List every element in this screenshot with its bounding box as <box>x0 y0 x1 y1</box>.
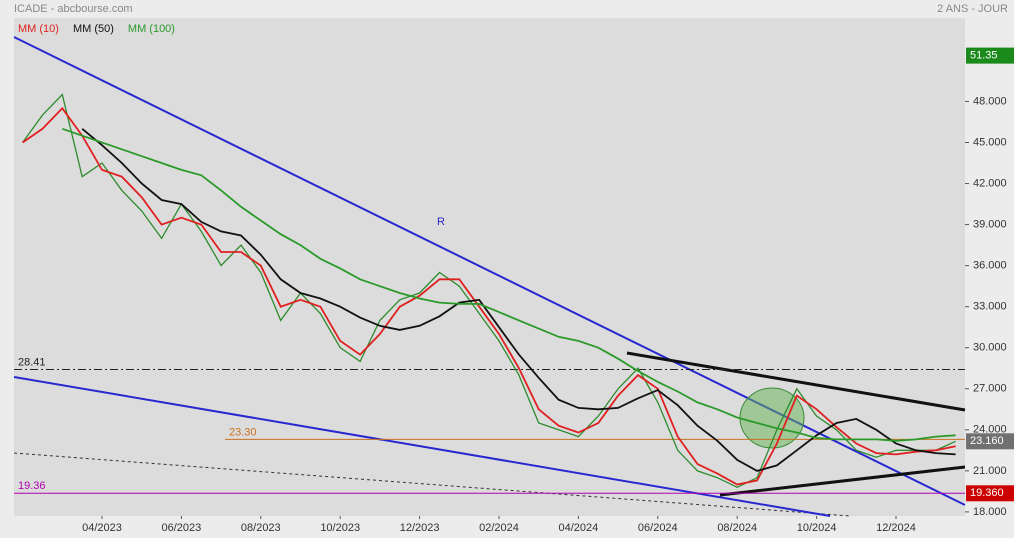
y-tick-label: 45.000 <box>973 136 1007 148</box>
x-tick-label: 06/2023 <box>162 522 202 534</box>
x-tick-label: 12/2024 <box>876 522 916 534</box>
y-tick-label: 24.000 <box>973 424 1007 436</box>
y-tick-label: 39.000 <box>973 218 1007 230</box>
price-label-box <box>966 47 1014 64</box>
trend-line <box>626 351 966 412</box>
annotation: R <box>437 216 445 228</box>
trend-line <box>13 36 966 506</box>
y-tick-label: 36.000 <box>973 260 1007 272</box>
chart-subtitle: 2 ANS - JOUR <box>937 3 1008 15</box>
y-tick-label: 18.000 <box>973 506 1007 518</box>
y-tick-label: 27.000 <box>973 383 1007 395</box>
horizontal-line-label: 19.36 <box>18 480 46 492</box>
price-label: 23.160 <box>970 435 1004 447</box>
legend-entry: MM (100) <box>128 23 175 35</box>
trend-line <box>13 452 851 517</box>
moving-average-line <box>81 128 956 472</box>
horizontal-line-label: 23.30 <box>229 426 257 438</box>
price-label: 19.360 <box>970 487 1004 499</box>
y-tick-label: 33.000 <box>973 301 1007 313</box>
legend-entry: MM (10) <box>18 23 59 35</box>
y-tick-label: 30.000 <box>973 342 1007 354</box>
x-tick-label: 04/2024 <box>559 522 599 534</box>
price-label: 51.35 <box>970 50 998 62</box>
price-line <box>22 93 956 489</box>
x-tick-label: 12/2023 <box>400 522 440 534</box>
chart-title: ICADE - abcbourse.com <box>14 3 133 15</box>
moving-average-line <box>62 127 956 442</box>
trend-line <box>719 465 966 497</box>
y-tick-label: 21.000 <box>973 465 1007 477</box>
x-tick-label: 04/2023 <box>82 522 122 534</box>
plot-area <box>14 18 965 516</box>
x-tick-label: 08/2024 <box>717 522 757 534</box>
x-tick-label: 10/2023 <box>320 522 360 534</box>
legend-entry: MM (50) <box>73 23 114 35</box>
horizontal-line-label: 28.41 <box>18 356 46 368</box>
x-tick-label: 02/2024 <box>479 522 519 534</box>
x-tick-label: 10/2024 <box>797 522 837 534</box>
y-tick-label: 48.000 <box>973 95 1007 107</box>
x-tick-label: 06/2024 <box>638 522 678 534</box>
x-tick-label: 08/2023 <box>241 522 281 534</box>
moving-average-line <box>22 106 956 486</box>
price-label-box <box>966 433 1014 450</box>
price-label-box <box>966 485 1014 502</box>
y-tick-label: 42.000 <box>973 177 1007 189</box>
